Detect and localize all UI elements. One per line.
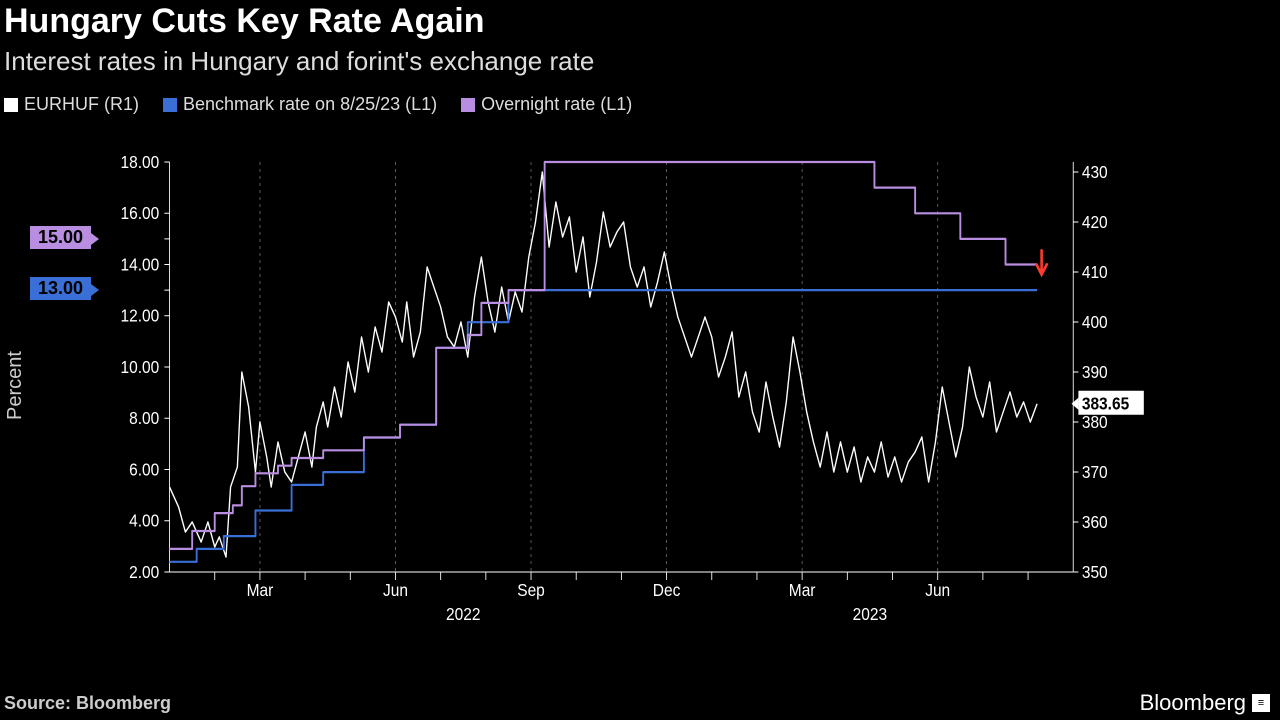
legend-item-overnight: Overnight rate (L1) (461, 94, 632, 115)
svg-text:2.00: 2.00 (129, 562, 159, 582)
svg-text:420: 420 (1082, 212, 1108, 232)
legend-item-eurhuf: EURHUF (R1) (4, 94, 139, 115)
legend-swatch-benchmark (163, 98, 177, 112)
svg-text:18.00: 18.00 (120, 152, 159, 172)
chart-title: Hungary Cuts Key Rate Again (4, 2, 485, 41)
svg-text:2022: 2022 (446, 604, 480, 624)
svg-text:Jun: Jun (383, 580, 408, 600)
brand-text: Bloomberg (1140, 690, 1246, 716)
svg-text:4.00: 4.00 (129, 511, 159, 531)
svg-text:Mar: Mar (789, 580, 816, 600)
svg-text:400: 400 (1082, 312, 1108, 332)
svg-text:12.00: 12.00 (120, 306, 159, 326)
source-text: Source: Bloomberg (4, 693, 171, 714)
benchmark-rate-callout: 13.00 (30, 277, 91, 300)
svg-text:380: 380 (1082, 412, 1108, 432)
left-axis-title: Percent (4, 351, 27, 420)
svg-text:350: 350 (1082, 562, 1108, 582)
plot-svg: Mar Jun Sep Dec Mar Jun 2022 2023 2.00 4.00 6.00 8.… (105, 128, 1155, 636)
overnight-rate-callout: 15.00 (30, 226, 91, 249)
svg-text:383.65: 383.65 (1082, 394, 1129, 414)
svg-text:Mar: Mar (247, 580, 274, 600)
chart-plot: Mar Jun Sep Dec Mar Jun 2022 2023 2.00 4.00 6.00 8.… (105, 128, 1155, 636)
svg-text:360: 360 (1082, 512, 1108, 532)
legend-item-benchmark: Benchmark rate on 8/25/23 (L1) (163, 94, 437, 115)
svg-text:Dec: Dec (653, 580, 681, 600)
svg-text:390: 390 (1082, 362, 1108, 382)
legend: EURHUF (R1) Benchmark rate on 8/25/23 (L… (4, 94, 632, 115)
legend-swatch-overnight (461, 98, 475, 112)
legend-label: EURHUF (R1) (24, 94, 139, 115)
chart-subtitle: Interest rates in Hungary and forint's e… (4, 46, 594, 77)
brand-label: Bloomberg ≡ (1140, 690, 1270, 716)
svg-text:8.00: 8.00 (129, 408, 159, 428)
legend-label: Overnight rate (L1) (481, 94, 632, 115)
legend-swatch-eurhuf (4, 98, 18, 112)
svg-text:Sep: Sep (517, 580, 545, 600)
svg-text:410: 410 (1082, 262, 1108, 282)
svg-text:14.00: 14.00 (120, 254, 159, 274)
svg-text:16.00: 16.00 (120, 203, 159, 223)
svg-text:430: 430 (1082, 162, 1108, 182)
brand-icon: ≡ (1252, 694, 1270, 712)
svg-text:Jun: Jun (925, 580, 950, 600)
svg-text:6.00: 6.00 (129, 459, 159, 479)
svg-text:2023: 2023 (853, 604, 887, 624)
svg-text:370: 370 (1082, 462, 1108, 482)
svg-text:10.00: 10.00 (120, 357, 159, 377)
legend-label: Benchmark rate on 8/25/23 (L1) (183, 94, 437, 115)
